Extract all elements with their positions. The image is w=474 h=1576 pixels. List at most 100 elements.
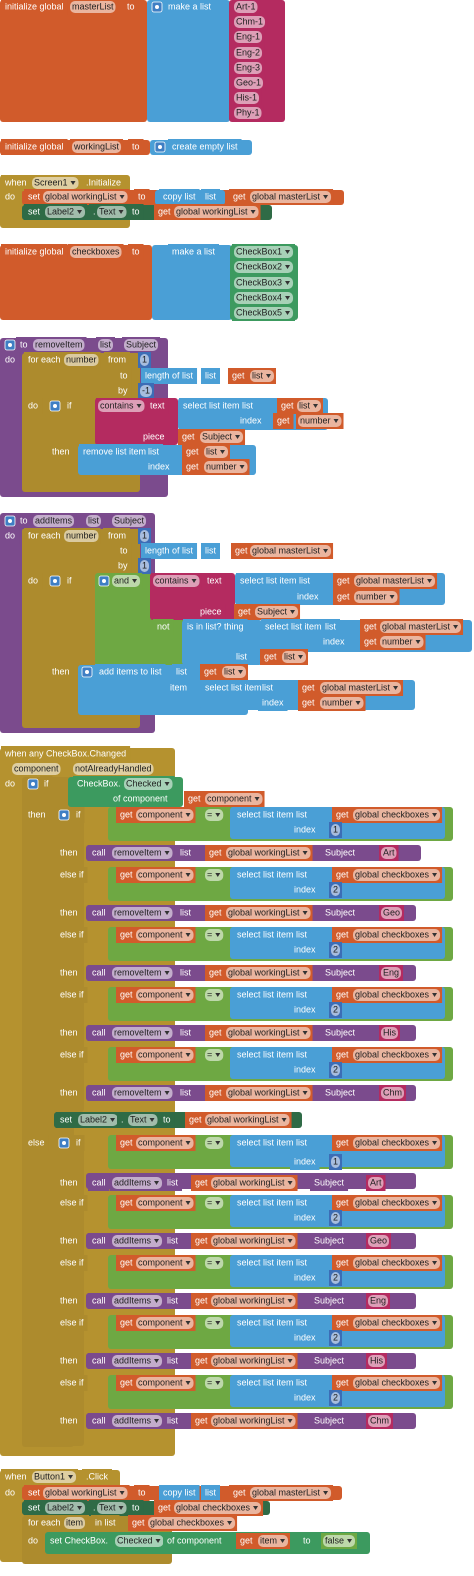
field-pill — [234, 307, 294, 319]
block-label: then — [60, 1235, 78, 1245]
field-text: Checked — [117, 1535, 153, 1545]
dropdown-arrow — [185, 933, 191, 937]
token-bg — [201, 1485, 220, 1501]
token-bg — [201, 543, 220, 559]
field-text: component — [138, 1377, 183, 1387]
dropdown-arrow — [185, 1141, 191, 1145]
field-text: CheckBox4 — [236, 292, 282, 302]
block-label: get — [240, 1535, 253, 1545]
block-bg — [95, 573, 153, 665]
dropdown-arrow — [132, 579, 138, 583]
block-label: when — [4, 177, 27, 187]
field-pill — [112, 1087, 173, 1099]
field-pill — [112, 907, 173, 919]
token-bg — [332, 1195, 353, 1211]
field-pill — [234, 277, 294, 289]
token-bg — [1, 175, 31, 191]
field-pill — [353, 1197, 441, 1209]
dropdown-arrow — [432, 1321, 438, 1325]
token-bg — [163, 1533, 226, 1549]
block-label: select list item — [237, 809, 294, 819]
dropdown-arrow — [215, 1321, 221, 1325]
block-label: list — [167, 1415, 178, 1425]
dropdown-arrow — [432, 1261, 438, 1265]
block-label: get — [336, 989, 349, 999]
block-label: get — [182, 431, 195, 441]
block-label: list — [296, 1257, 307, 1267]
block-label: list — [296, 929, 307, 939]
field-pill — [258, 1535, 289, 1547]
dropdown-arrow — [185, 1381, 191, 1385]
block-label: get — [195, 1415, 208, 1425]
dropdown-arrow — [136, 404, 142, 408]
block-label: Subject — [325, 1027, 356, 1037]
token-bg — [79, 444, 151, 460]
block-label: call — [92, 847, 106, 857]
block-label: get — [186, 446, 199, 456]
token-bg — [56, 1047, 88, 1063]
block-label: of component — [113, 793, 168, 803]
token-bg — [234, 604, 255, 620]
field-pill — [331, 1004, 341, 1016]
field-text: workingList — [73, 141, 120, 151]
token-bg — [1, 528, 20, 544]
block-label: Subject — [325, 967, 356, 977]
field-pill — [353, 1049, 441, 1061]
token-bg — [332, 1315, 353, 1331]
field-pill — [250, 191, 332, 203]
field-text: 1 — [142, 354, 147, 364]
field-text: component — [138, 809, 183, 819]
block-label: get — [302, 682, 315, 692]
token-bg — [166, 680, 192, 696]
field-text: and — [114, 575, 129, 585]
field-text: Eng — [370, 1295, 386, 1305]
field-pill — [205, 1317, 224, 1329]
token-bg — [299, 1533, 315, 1549]
block-label: length of list — [145, 370, 194, 380]
token-bg — [233, 1255, 298, 1271]
field-text: component — [138, 1257, 183, 1267]
token-bg — [176, 965, 195, 981]
token-bg — [168, 244, 220, 260]
token-bg — [290, 882, 320, 898]
field-pill — [226, 907, 311, 919]
dropdown-arrow — [164, 971, 170, 975]
block-label: do — [5, 778, 15, 788]
field-text: global workingList — [213, 1295, 285, 1305]
field-text: number — [322, 697, 353, 707]
token-bg — [292, 867, 311, 883]
token-bg — [178, 429, 199, 445]
dropdown-arrow — [191, 579, 197, 583]
token-bg — [1, 189, 20, 205]
dropdown-arrow — [185, 1053, 191, 1057]
field-text: 2 — [333, 1272, 338, 1282]
field-text: 2 — [333, 1064, 338, 1074]
token-bg — [321, 1085, 360, 1101]
gear-icon-center — [8, 519, 12, 523]
field-pill — [136, 1137, 194, 1149]
token-bg — [179, 398, 244, 414]
token-bg — [24, 807, 50, 823]
field-text: global checkboxes — [355, 1257, 430, 1267]
block-label: do — [5, 191, 15, 201]
field-pill — [43, 191, 128, 203]
dropdown-arrow — [185, 813, 191, 817]
block-label: do — [5, 530, 15, 540]
block-label: select list item — [237, 929, 294, 939]
block-label: get — [336, 1049, 349, 1059]
field-text: Subject — [257, 606, 288, 616]
block-label: select list item — [265, 621, 322, 631]
dropdown-arrow — [154, 1419, 160, 1423]
dropdown-arrow — [215, 1141, 221, 1145]
field-pill — [381, 1087, 405, 1099]
block-label: list — [325, 621, 336, 631]
token-bg — [295, 573, 314, 589]
field-pill — [45, 206, 86, 218]
dropdown-arrow — [432, 933, 438, 937]
dropdown-arrow — [70, 181, 76, 185]
block-label: to — [132, 141, 140, 151]
token-bg — [146, 398, 169, 414]
block-label: select list item — [183, 400, 240, 410]
token-bg — [134, 189, 150, 205]
